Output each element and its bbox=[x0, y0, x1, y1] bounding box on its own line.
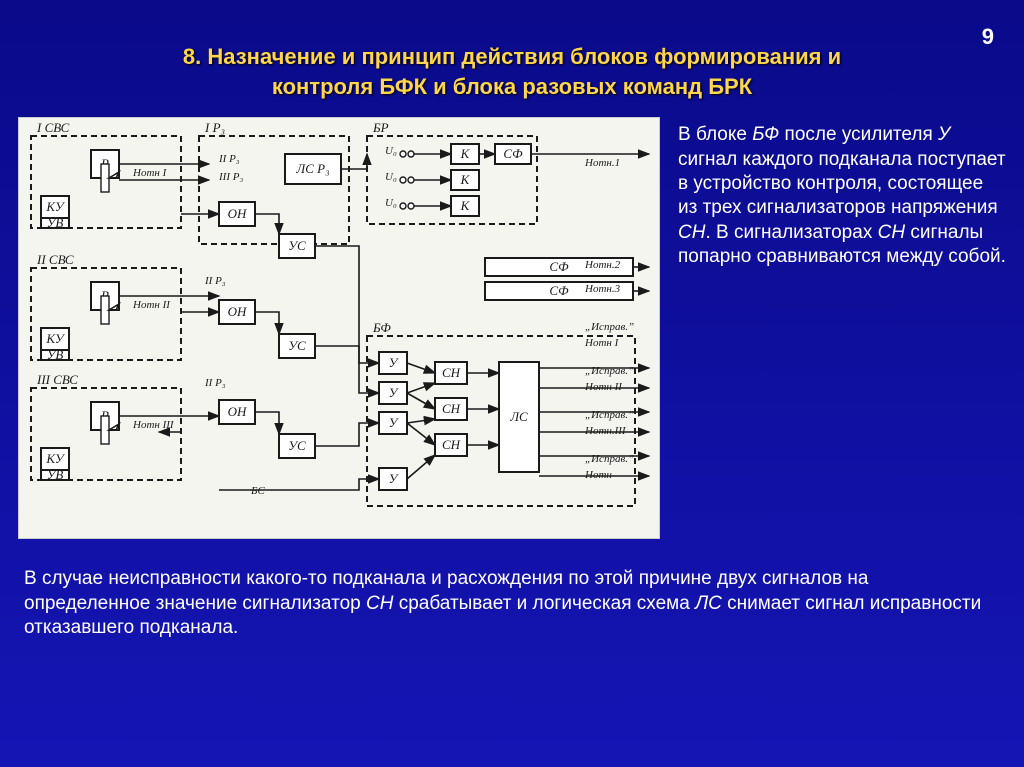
svg-text:ОН: ОН bbox=[228, 206, 247, 221]
svg-text:СФ: СФ bbox=[549, 283, 569, 298]
diagram-svg: I СВСII СВСIII СВСI Р₃БРБФВКУУВВКУУВВКУУ… bbox=[19, 118, 659, 538]
svg-text:ЛС: ЛС bbox=[509, 409, 528, 424]
svg-text:СФ: СФ bbox=[503, 146, 523, 161]
svg-text:I Р₃: I Р₃ bbox=[204, 120, 225, 135]
svg-text:К: К bbox=[460, 146, 471, 161]
svg-text:II СВС: II СВС bbox=[36, 252, 74, 267]
svg-text:Hотн.2: Hотн.2 bbox=[584, 259, 621, 271]
svg-text:Hотн.1: Hотн.1 bbox=[584, 157, 620, 169]
svg-text:„Исправ.”: „Исправ.” bbox=[585, 365, 634, 377]
svg-text:II Р₃: II Р₃ bbox=[218, 153, 240, 165]
svg-text:КУ: КУ bbox=[45, 199, 65, 214]
svg-text:III Р₃: III Р₃ bbox=[218, 171, 243, 183]
svg-text:К: К bbox=[460, 198, 471, 213]
bottom-paragraph: В случае неисправности какого-то подкана… bbox=[0, 539, 1024, 640]
svg-text:U₀: U₀ bbox=[385, 197, 397, 209]
svg-text:ОН: ОН bbox=[228, 404, 247, 419]
svg-text:ЛС Р₃: ЛС Р₃ bbox=[295, 161, 329, 176]
slide-title: 8. Назначение и принцип действия блоков … bbox=[0, 0, 1024, 113]
svg-text:БФ: БФ bbox=[372, 320, 391, 335]
svg-text:СФ: СФ bbox=[549, 259, 569, 274]
svg-text:„Исправ.”: „Исправ.” bbox=[585, 453, 634, 465]
svg-text:II Р₃: II Р₃ bbox=[204, 377, 226, 389]
svg-text:Hотн II: Hотн II bbox=[584, 381, 623, 393]
svg-text:УС: УС bbox=[288, 338, 306, 353]
svg-text:УВ: УВ bbox=[47, 467, 64, 482]
svg-text:„Исправ.”: „Исправ.” bbox=[585, 321, 634, 333]
title-line-2: контроля БФК и блока разовых команд БРК bbox=[272, 74, 752, 99]
svg-text:К: К bbox=[460, 172, 471, 187]
svg-text:КУ: КУ bbox=[45, 331, 65, 346]
svg-text:Hотн I: Hотн I bbox=[132, 167, 168, 179]
svg-text:U₀: U₀ bbox=[385, 145, 397, 157]
svg-text:III СВС: III СВС bbox=[36, 372, 78, 387]
svg-text:Hотн II: Hотн II bbox=[132, 299, 171, 311]
svg-text:Hотн: Hотн bbox=[584, 469, 612, 481]
svg-text:U₀: U₀ bbox=[385, 171, 397, 183]
svg-text:КУ: КУ bbox=[45, 451, 65, 466]
svg-text:Hотн.3: Hотн.3 bbox=[584, 283, 621, 295]
svg-text:Hотн III: Hотн III bbox=[132, 419, 175, 431]
svg-text:СН: СН bbox=[442, 437, 461, 452]
svg-text:II Р₃: II Р₃ bbox=[204, 275, 226, 287]
page-number: 9 bbox=[982, 24, 994, 50]
content-row: I СВСII СВСIII СВСI Р₃БРБФВКУУВВКУУВВКУУ… bbox=[0, 113, 1024, 539]
svg-text:ОН: ОН bbox=[228, 304, 247, 319]
svg-text:I СВС: I СВС bbox=[36, 120, 70, 135]
block-diagram: I СВСII СВСIII СВСI Р₃БРБФВКУУВВКУУВВКУУ… bbox=[18, 117, 660, 539]
svg-text:УС: УС bbox=[288, 438, 306, 453]
svg-text:УВ: УВ bbox=[47, 215, 64, 230]
title-line-1: 8. Назначение и принцип действия блоков … bbox=[183, 44, 841, 69]
svg-text:СН: СН bbox=[442, 365, 461, 380]
svg-text:Hотн.III: Hотн.III bbox=[584, 425, 627, 437]
svg-text:„Исправ.”: „Исправ.” bbox=[585, 409, 634, 421]
svg-text:УС: УС bbox=[288, 238, 306, 253]
svg-text:СН: СН bbox=[442, 401, 461, 416]
svg-text:БС: БС bbox=[250, 485, 265, 497]
svg-text:БР: БР bbox=[372, 120, 389, 135]
svg-text:УВ: УВ bbox=[47, 347, 64, 362]
side-paragraph: В блоке БФ после усилителя У сигнал кажд… bbox=[678, 117, 1006, 539]
svg-text:Hотн I: Hотн I bbox=[584, 337, 620, 349]
